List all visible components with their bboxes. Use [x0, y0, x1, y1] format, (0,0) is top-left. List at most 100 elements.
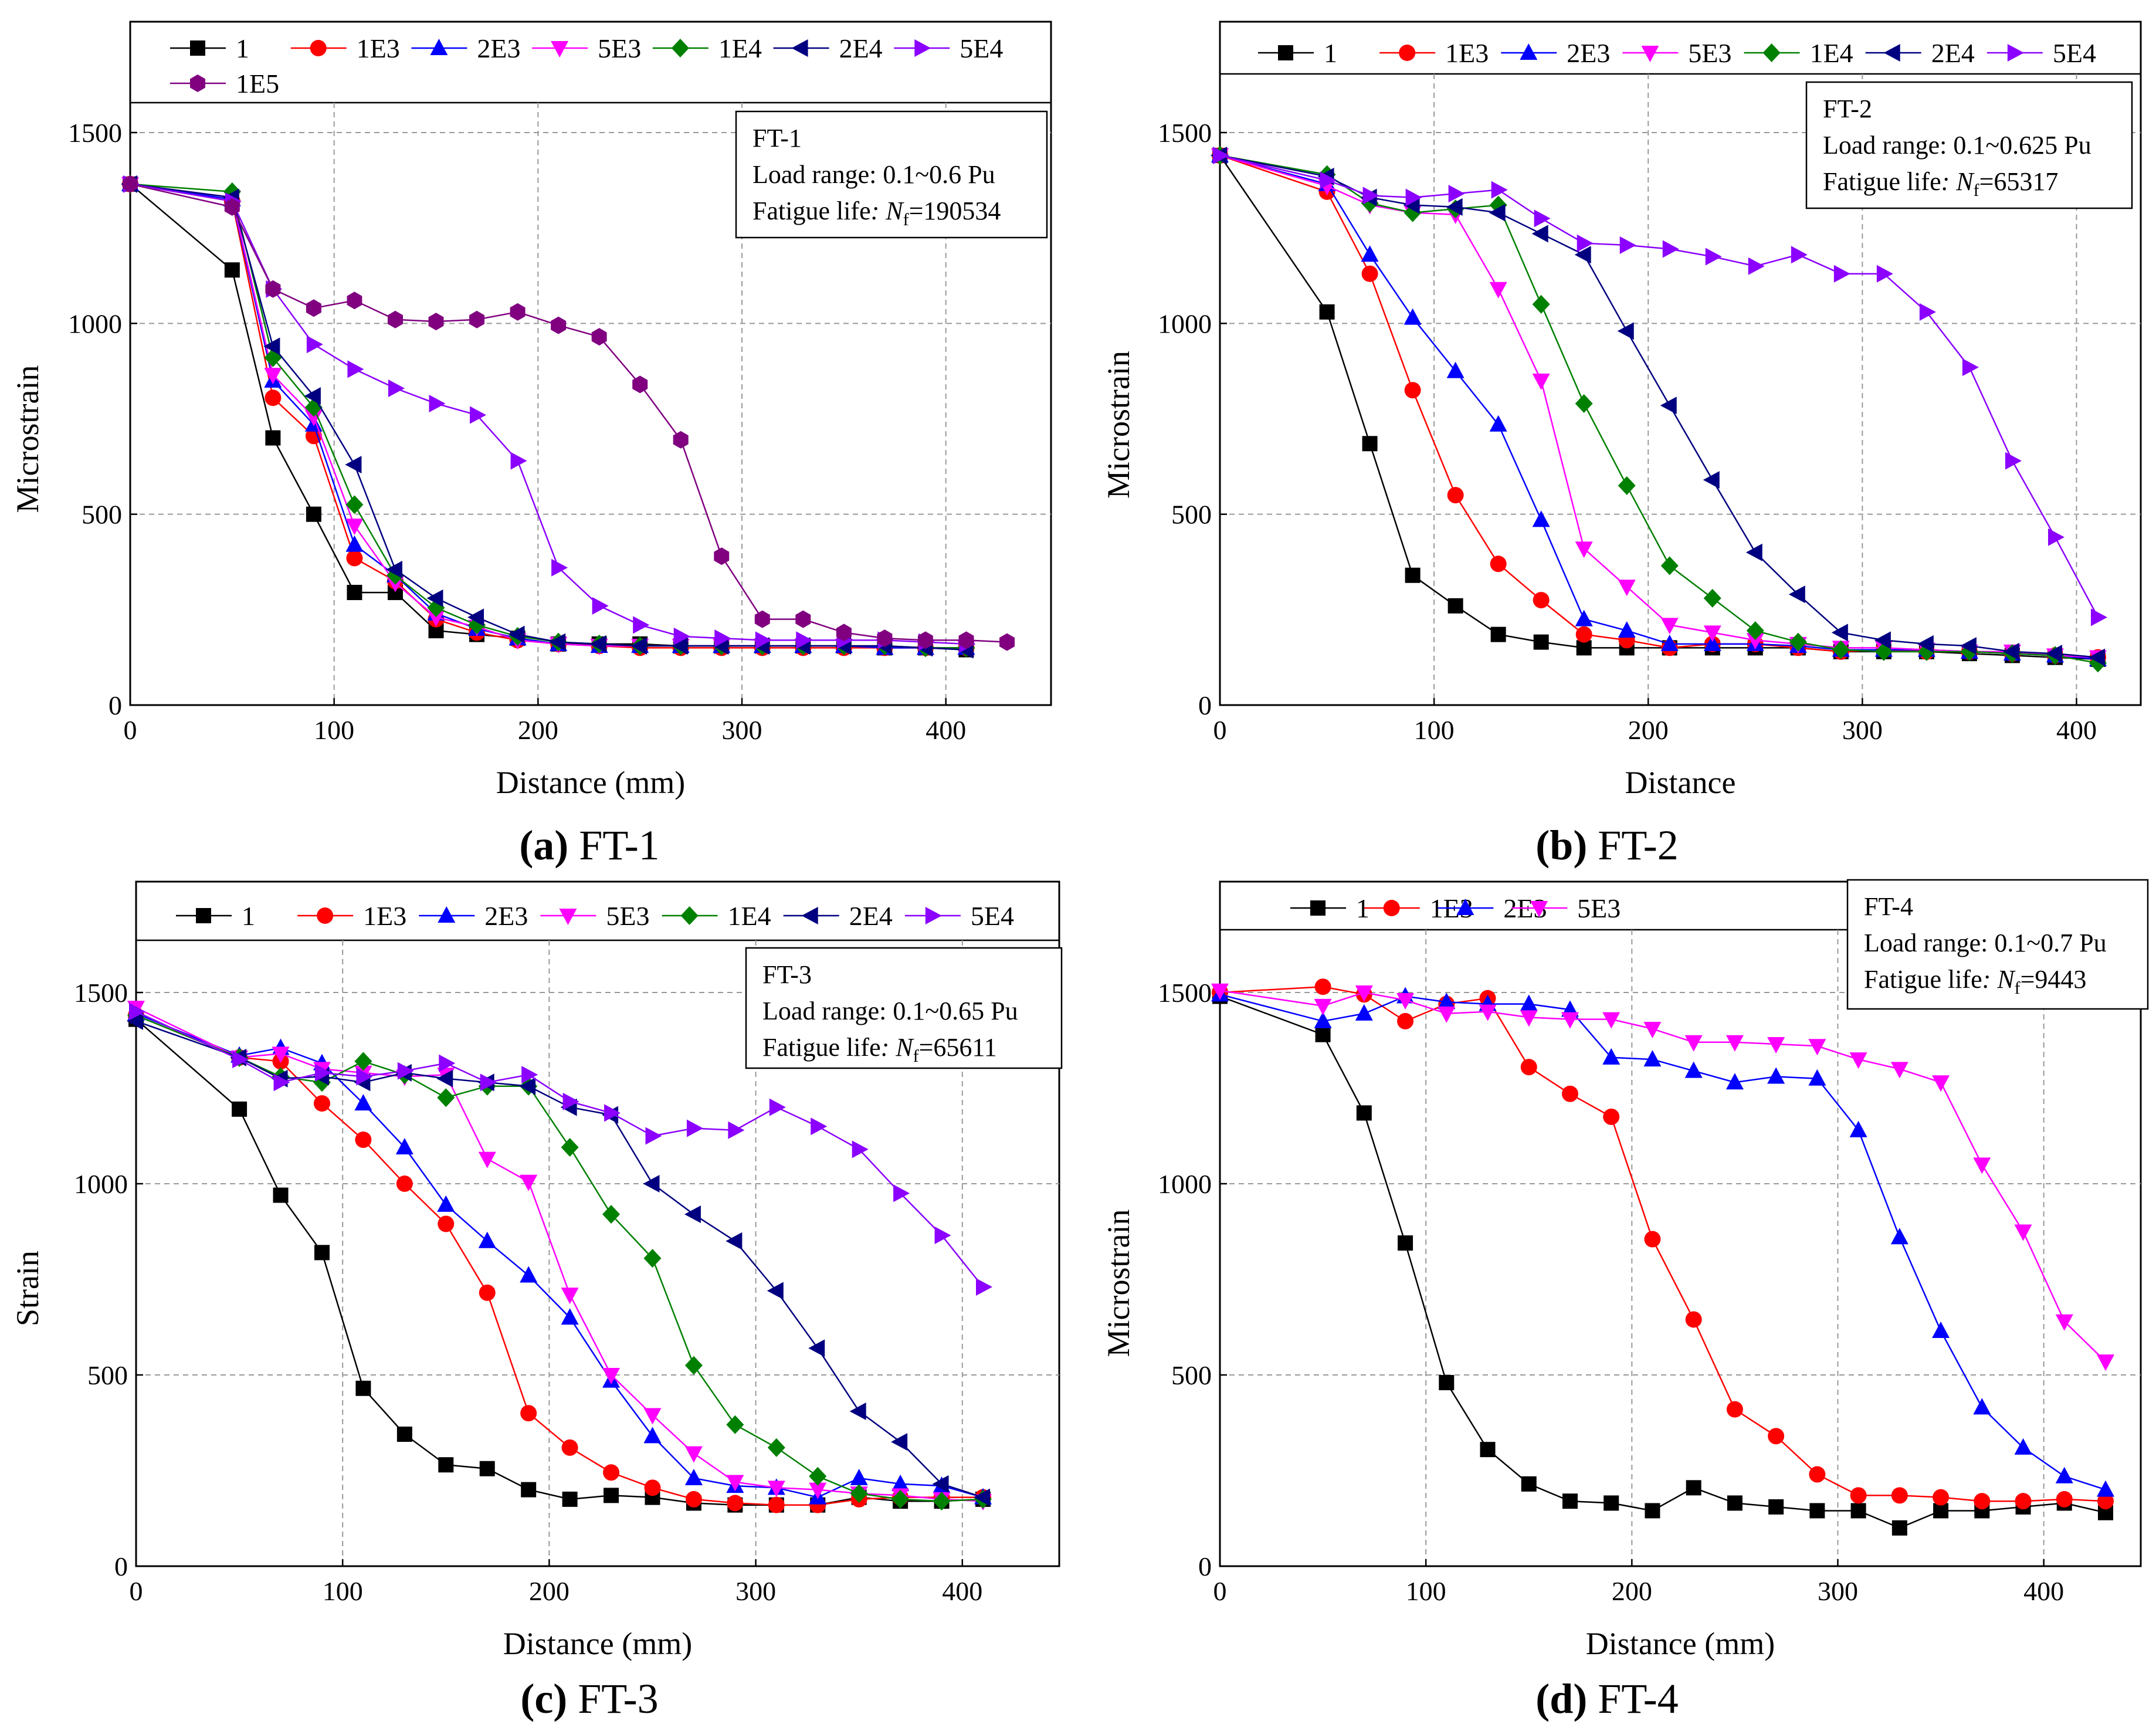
point-a-5-8: [508, 625, 525, 643]
point-b-0-1: [1319, 304, 1335, 320]
point-c-6-2: [273, 1073, 290, 1092]
point-c-0-2: [273, 1187, 289, 1203]
point-a-3-3: [304, 409, 323, 426]
point-a-5-6: [426, 589, 443, 607]
point-a-7-15: [795, 610, 811, 628]
x-tick-label-d-0: 0: [1213, 1576, 1227, 1606]
point-c-2-8: [520, 1266, 538, 1283]
point-d-2-10: [1684, 1061, 1703, 1078]
caption-text-a: FT-1: [579, 822, 660, 869]
chart-panel-a: 0 100 200 300 400 0 500 1000 1500 Distance (mm) Mi…: [10, 21, 1052, 800]
point-d-1-12: [1768, 1428, 1785, 1445]
point-b-6-8: [1619, 236, 1636, 254]
point-d-3-18: [2014, 1224, 2032, 1241]
point-d-1-7: [1561, 1085, 1578, 1102]
point-b-5-14: [1874, 631, 1891, 649]
point-b-2-9: [1660, 634, 1679, 651]
caption-d: (d) FT-4: [1372, 1675, 1842, 1723]
legend-label-b-4: 1E4: [1810, 38, 1853, 68]
point-b-0-2: [1362, 436, 1378, 452]
point-b-1-6: [1533, 592, 1550, 609]
point-a-7-6: [428, 313, 444, 331]
point-b-2-6: [1532, 510, 1550, 527]
point-a-6-11: [633, 616, 650, 634]
point-b-0-5: [1490, 626, 1506, 642]
legend-marker-c-3: [559, 909, 577, 925]
point-d-2-2: [1355, 1004, 1373, 1021]
point-b-2-2: [1361, 245, 1379, 262]
point-c-4-14: [767, 1438, 785, 1457]
point-b-2-8: [1618, 621, 1636, 638]
point-a-3-2: [264, 368, 282, 385]
point-d-3-7: [1561, 1012, 1579, 1029]
x-tick-label-a-1: 100: [314, 715, 354, 745]
point-c-3-14: [767, 1481, 785, 1498]
point-c-5-14: [767, 1282, 784, 1300]
series-a-7: [123, 175, 1015, 651]
info-title-b: FT-2: [1823, 94, 1872, 123]
point-c-0-5: [396, 1427, 412, 1442]
caption-a: (a) FT-1: [355, 821, 824, 870]
point-b-2-3: [1404, 308, 1422, 325]
series-c-6: [129, 1002, 992, 1296]
x-tick-label-c-4: 400: [942, 1576, 982, 1606]
point-a-7-12: [673, 431, 689, 449]
point-d-0-1: [1315, 1027, 1331, 1042]
point-a-7-3: [306, 299, 321, 317]
point-c-0-3: [314, 1245, 330, 1261]
point-c-3-12: [684, 1446, 703, 1463]
point-a-0-3: [306, 506, 321, 522]
point-c-0-7: [479, 1461, 495, 1476]
point-c-6-8: [521, 1066, 538, 1084]
point-b-4-11: [1746, 621, 1764, 641]
point-b-6-13: [1833, 265, 1850, 283]
legend-label-c-0: 1: [242, 901, 255, 931]
y-tick-label-b-1: 500: [1171, 500, 1212, 530]
point-b-5-19: [2088, 648, 2105, 666]
point-c-5-6: [436, 1069, 453, 1088]
point-c-1-7: [479, 1284, 496, 1301]
point-c-2-4: [354, 1094, 372, 1111]
point-b-5-16: [1960, 637, 1977, 655]
legend-marker-b-3: [1641, 46, 1659, 62]
point-d-1-14: [1850, 1487, 1867, 1504]
y-tick-label-d-0: 0: [1198, 1552, 1212, 1581]
point-a-5-4: [345, 456, 362, 474]
panel-label-c: (c): [520, 1675, 568, 1722]
point-d-2-9: [1643, 1050, 1662, 1067]
point-a-1-3: [305, 428, 322, 445]
info-box-frame-b: [1805, 81, 2133, 209]
point-c-2-16: [850, 1469, 868, 1486]
y-axis-title-a: Microstrain: [10, 365, 45, 513]
info-fatigue-d: Fatigue life: Nf=9443: [1864, 965, 2086, 998]
point-d-3-1: [1314, 998, 1332, 1015]
point-a-7-16: [836, 624, 852, 642]
y-axis-title-b: Microstrain: [1101, 351, 1136, 499]
point-d-2-18: [2014, 1438, 2032, 1455]
point-c-4-12: [684, 1356, 703, 1375]
legend-marker-a-3: [551, 41, 569, 57]
point-a-5-11: [630, 637, 648, 655]
y-axis-title-c: Strain: [10, 1251, 45, 1326]
legend-label-d-0: 1: [1356, 893, 1369, 923]
point-a-5-9: [549, 633, 566, 651]
legend-label-c-5: 2E4: [849, 901, 893, 931]
legend-label-c-2: 2E3: [484, 901, 528, 931]
point-c-1-11: [644, 1479, 661, 1496]
legend-label-a-6: 5E4: [960, 33, 1003, 63]
point-c-3-7: [478, 1151, 496, 1168]
point-a-7-18: [917, 631, 933, 649]
point-a-6-12: [673, 627, 690, 645]
point-d-1-9: [1644, 1231, 1661, 1248]
point-b-3-9: [1660, 618, 1679, 635]
info-fatigue-b: Fatigue life: Nf=65317: [1823, 167, 2058, 200]
legend-label-a-7: 1E5: [236, 69, 279, 99]
point-d-2-4: [1438, 992, 1456, 1010]
point-b-5-13: [1831, 624, 1848, 642]
point-c-6-6: [439, 1054, 456, 1072]
point-d-3-9: [1643, 1021, 1662, 1038]
legend-label-a-3: 5E3: [598, 33, 641, 63]
point-c-5-18: [932, 1475, 949, 1493]
y-tick-label-a-1: 500: [82, 500, 122, 530]
